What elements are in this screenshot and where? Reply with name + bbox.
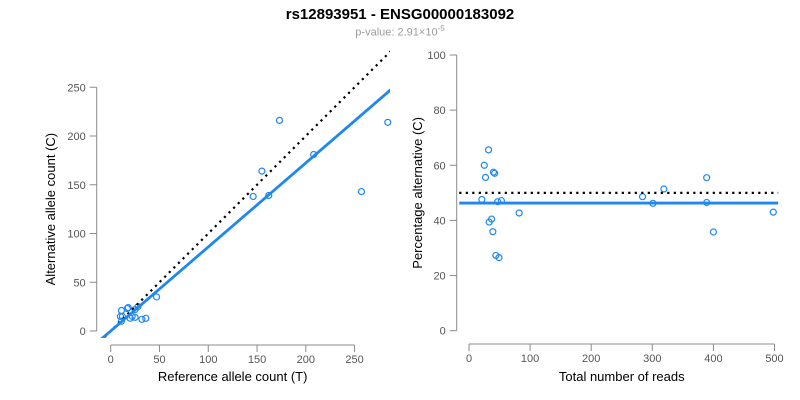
x-axis-title: Reference allele count (T) bbox=[158, 369, 308, 384]
data-point bbox=[265, 191, 273, 200]
data-point bbox=[515, 209, 523, 217]
data-point bbox=[131, 313, 139, 321]
data-point bbox=[275, 116, 284, 125]
data-point bbox=[703, 174, 711, 182]
data-point bbox=[488, 215, 496, 223]
y-tick-label: 20 bbox=[433, 271, 445, 283]
y-tick-label: 50 bbox=[73, 277, 85, 289]
data-point bbox=[249, 192, 257, 201]
trend-lines bbox=[459, 191, 779, 205]
x-tick-label: 300 bbox=[643, 353, 661, 365]
data-point bbox=[123, 304, 131, 313]
data-point bbox=[769, 208, 777, 216]
x-axis-title: Total number of reads bbox=[559, 369, 685, 384]
x-axis: 0 100 200 300 400 500 bbox=[466, 343, 784, 365]
data-point bbox=[491, 169, 499, 177]
x-tick-label: 0 bbox=[466, 353, 472, 365]
data-point bbox=[489, 168, 498, 176]
data-point bbox=[638, 193, 647, 201]
figure-subtitle: p-value: 2.91×10-5 bbox=[0, 24, 800, 39]
x-tick-label: 500 bbox=[765, 353, 783, 365]
data-points bbox=[116, 116, 392, 325]
pvalue-text: p-value: 2.91×10 bbox=[355, 26, 438, 39]
y-tick-label: 100 bbox=[427, 50, 445, 62]
allele-counts-plot: 0 50 100 150 200 250 0 50 100 150 200 250 Reference … bbox=[43, 50, 392, 384]
observed-ratio-fit-line bbox=[100, 88, 390, 338]
y-tick-label: 0 bbox=[440, 326, 446, 338]
data-point bbox=[258, 167, 266, 175]
x-tick-label: 0 bbox=[108, 354, 114, 366]
y-axis-title: Alternative allele count (C) bbox=[43, 133, 58, 285]
y-tick-label: 40 bbox=[433, 215, 445, 227]
y-tick-label: 250 bbox=[67, 82, 85, 94]
y-axis: 0 20 40 60 80 100 bbox=[427, 50, 458, 338]
y-axis-title: Percentage alternative (C) bbox=[410, 117, 425, 269]
data-point bbox=[124, 304, 132, 312]
data-point bbox=[484, 146, 493, 154]
expected-1-to-1-line bbox=[102, 50, 390, 338]
data-point bbox=[495, 254, 503, 262]
x-tick-label: 400 bbox=[704, 353, 722, 365]
y-tick-label: 0 bbox=[80, 326, 86, 338]
data-point bbox=[478, 195, 486, 204]
data-point bbox=[384, 118, 392, 126]
data-point bbox=[138, 315, 146, 323]
data-point bbox=[117, 317, 126, 325]
y-tick-label: 60 bbox=[433, 160, 445, 172]
data-point bbox=[480, 161, 488, 169]
trend-lines bbox=[100, 50, 390, 338]
x-tick-label: 200 bbox=[582, 353, 600, 365]
percentage-alternative-plot: 0 20 40 60 80 100 0 100 200 300 400 500 Total number… bbox=[410, 50, 784, 384]
data-point bbox=[152, 293, 161, 301]
data-point bbox=[709, 228, 718, 236]
data-point bbox=[357, 187, 366, 196]
data-point bbox=[117, 306, 126, 315]
y-tick-label: 100 bbox=[67, 229, 85, 241]
x-tick-label: 100 bbox=[521, 353, 539, 365]
data-point bbox=[481, 173, 490, 182]
figure-title: rs12893951 - ENSG00000183092 bbox=[285, 6, 515, 23]
pvalue-exponent: -5 bbox=[437, 24, 445, 33]
data-point bbox=[660, 185, 668, 193]
x-tick-label: 50 bbox=[153, 354, 165, 366]
x-tick-label: 100 bbox=[199, 354, 217, 366]
x-axis: 0 50 100 150 200 250 bbox=[108, 344, 364, 366]
x-tick-label: 150 bbox=[248, 354, 266, 366]
x-tick-label: 200 bbox=[297, 354, 315, 366]
y-axis: 0 50 100 150 200 250 bbox=[67, 82, 98, 338]
x-tick-label: 250 bbox=[345, 354, 363, 366]
y-tick-label: 150 bbox=[67, 180, 85, 192]
y-tick-label: 80 bbox=[433, 105, 445, 117]
y-tick-label: 200 bbox=[67, 131, 85, 143]
data-point bbox=[142, 314, 150, 322]
data-point bbox=[489, 228, 497, 236]
